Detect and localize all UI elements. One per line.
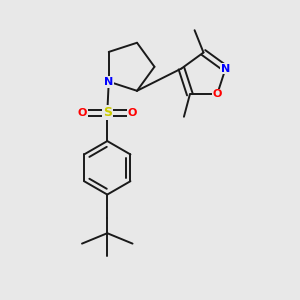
Text: N: N (104, 76, 113, 87)
Text: O: O (78, 108, 87, 118)
Text: O: O (212, 89, 222, 100)
Text: O: O (128, 108, 137, 118)
Text: S: S (103, 106, 112, 119)
Text: N: N (221, 64, 230, 74)
